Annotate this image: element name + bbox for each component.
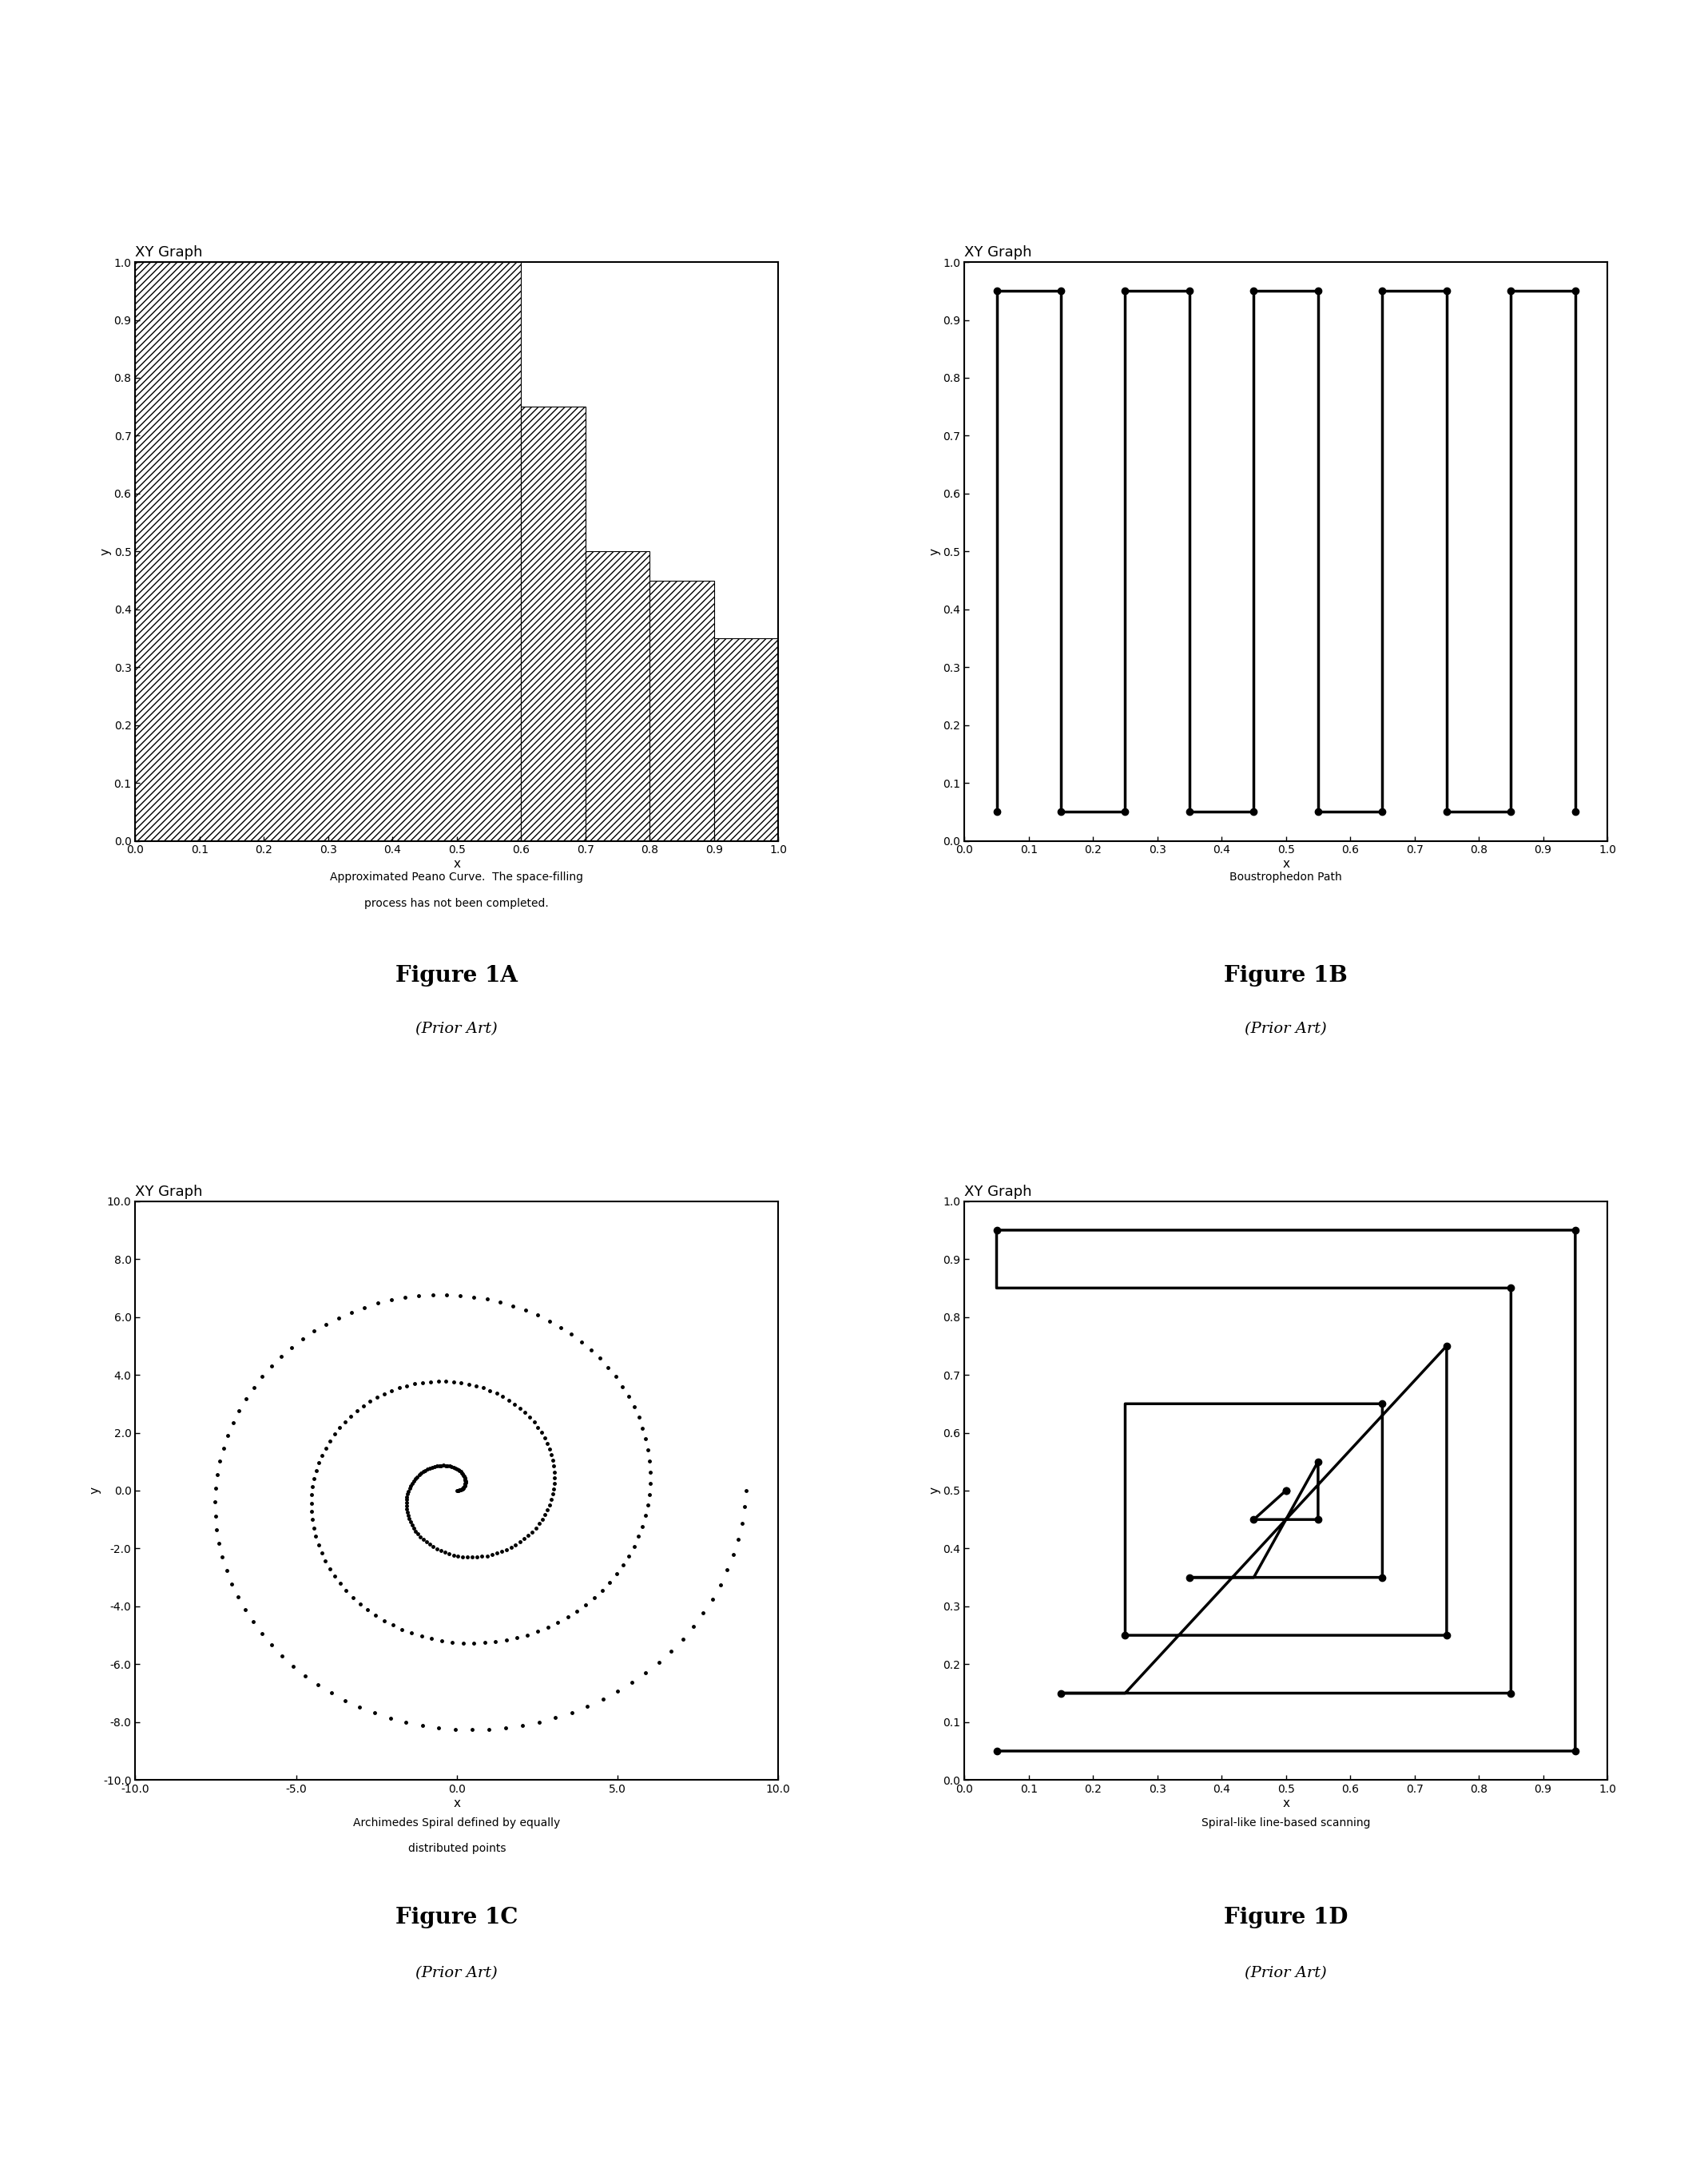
Text: Figure 1A: Figure 1A [396, 965, 518, 987]
Text: (Prior Art): (Prior Art) [1245, 1022, 1327, 1037]
Text: (Prior Art): (Prior Art) [1245, 1966, 1327, 1981]
Text: XY Graph: XY Graph [135, 245, 203, 260]
Bar [135, 262, 521, 841]
Text: process has not been completed.: process has not been completed. [365, 898, 548, 909]
Y-axis label: y: y [100, 548, 112, 555]
X-axis label: x: x [453, 858, 460, 869]
Text: Figure 1C: Figure 1C [396, 1907, 518, 1928]
Text: Figure 1B: Figure 1B [1223, 965, 1349, 987]
Text: XY Graph: XY Graph [964, 1184, 1032, 1199]
Bar [585, 550, 650, 841]
Text: Archimedes Spiral defined by equally: Archimedes Spiral defined by equally [354, 1817, 560, 1828]
Text: Figure 1D: Figure 1D [1223, 1907, 1349, 1928]
Text: Spiral-like line-based scanning: Spiral-like line-based scanning [1201, 1817, 1371, 1828]
X-axis label: x: x [453, 1797, 460, 1808]
X-axis label: x: x [1283, 858, 1289, 869]
Bar [521, 406, 585, 841]
Text: (Prior Art): (Prior Art) [416, 1022, 497, 1037]
Text: Boustrophedon Path: Boustrophedon Path [1230, 871, 1342, 882]
Bar [650, 581, 714, 841]
Bar [714, 638, 778, 841]
Text: distributed points: distributed points [408, 1843, 506, 1854]
Text: XY Graph: XY Graph [135, 1184, 203, 1199]
Text: (Prior Art): (Prior Art) [416, 1966, 497, 1981]
Text: Approximated Peano Curve.  The space-filling: Approximated Peano Curve. The space-fill… [330, 871, 584, 882]
Y-axis label: y: y [929, 1487, 941, 1494]
Text: XY Graph: XY Graph [964, 245, 1032, 260]
Y-axis label: y: y [929, 548, 941, 555]
Y-axis label: y: y [88, 1487, 102, 1494]
X-axis label: x: x [1283, 1797, 1289, 1808]
